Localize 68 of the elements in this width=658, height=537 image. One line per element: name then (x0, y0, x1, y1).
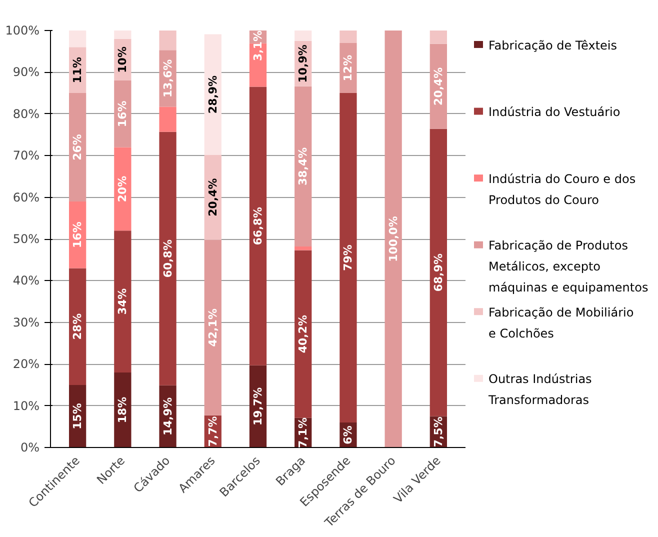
data-label: 60,8% (161, 240, 174, 278)
data-label: 12% (342, 54, 355, 82)
y-tick-label: 10% (12, 398, 40, 413)
bar (294, 86, 312, 247)
data-label: 7,5% (432, 416, 445, 448)
y-tick-label: 60% (12, 190, 40, 204)
data-label: 16% (116, 100, 130, 128)
data-label: 6% (342, 426, 355, 444)
data-label: 42,1% (206, 308, 220, 347)
bar (204, 240, 222, 416)
data-label: 7,7% (206, 416, 220, 447)
data-label: 20,4% (206, 178, 220, 216)
bar (430, 30, 448, 44)
bar (249, 86, 267, 366)
bar (204, 34, 222, 155)
data-label: 34% (116, 288, 130, 315)
y-tick-label: 20% (12, 357, 40, 372)
data-label: 10% (116, 46, 130, 73)
y-tick-label: 40% (12, 274, 40, 288)
data-label: 38,4% (296, 147, 310, 186)
bar (430, 128, 448, 416)
data-label: 11% (71, 56, 84, 84)
y-tick-label: 50% (12, 232, 40, 246)
data-label: 28,9% (206, 75, 220, 114)
data-label: 15% (71, 403, 84, 430)
bar (114, 230, 132, 372)
bar (68, 268, 86, 385)
bar (68, 30, 86, 48)
data-label: 10,9% (296, 44, 310, 83)
bar (294, 246, 312, 250)
y-tick-label: 90% (12, 65, 40, 80)
legend-label: Indústria do Couro e dos Produtos do Couro (488, 172, 636, 207)
data-label: 28% (71, 313, 84, 340)
y-tick-label: 30% (12, 315, 40, 330)
legend-label: Indústria do Vestuário (488, 105, 620, 120)
data-label: 19,7% (252, 387, 264, 426)
bar (294, 30, 312, 41)
data-label: 14,9% (161, 397, 174, 436)
bar (159, 30, 176, 50)
legend-label: Fabricação de Têxteis (488, 38, 618, 52)
legend-label: Fabricação de Produtos Metálicos, excepto máquinas e equipamentos (488, 238, 648, 295)
data-label: 16% (71, 222, 84, 248)
data-label: 7,1% (296, 417, 310, 448)
data-label: 100,0% (386, 216, 400, 262)
data-label: 68,9% (432, 253, 445, 292)
bar (340, 30, 357, 44)
y-tick-label: 80% (12, 106, 40, 121)
data-label: 79% (342, 244, 355, 271)
bar (114, 30, 132, 39)
legend-label: Outras Indústrias Transformadoras (488, 372, 592, 408)
y-tick-label: 70% (12, 148, 40, 163)
data-label: 26% (71, 134, 84, 160)
bar (159, 106, 176, 132)
data-label: 20,4% (432, 67, 445, 106)
data-label: 3,1% (252, 30, 264, 62)
data-label: 20% (116, 176, 130, 202)
data-label: 40,2% (296, 314, 310, 354)
bar (384, 30, 402, 448)
y-tick-label: 100% (5, 24, 40, 38)
data-label: 18% (116, 396, 130, 424)
bar (340, 93, 357, 422)
data-label: 66,8% (252, 206, 264, 246)
bar (294, 250, 312, 418)
data-label: 13,6% (161, 59, 174, 98)
y-tick-label: 0% (20, 440, 40, 454)
bar (159, 132, 176, 386)
legend-label: Fabricação de Mobiliário e Colchões (488, 305, 634, 340)
bar (68, 93, 86, 202)
